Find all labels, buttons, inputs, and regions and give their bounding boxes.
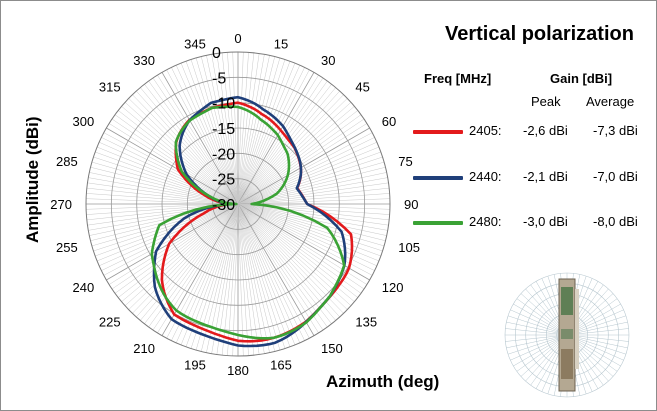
radial-tick-label: 0 <box>212 45 221 62</box>
angle-tick-label: 150 <box>321 341 343 356</box>
angle-tick-label: 345 <box>184 37 206 52</box>
angle-tick-label: 30 <box>321 53 335 68</box>
angle-tick-label: 300 <box>72 114 94 129</box>
legend-average-2480: -8,0 dBi <box>593 214 638 229</box>
grid-ring <box>186 152 290 256</box>
legend-average-2405: -7,3 dBi <box>593 123 638 138</box>
legend-average-header: Average <box>586 94 635 109</box>
thumb-ring <box>504 272 630 398</box>
legend-entry-2405: 2405: -2,6 dBi -7,3 dBi <box>413 121 648 141</box>
measurement-setup-photo <box>481 269 651 399</box>
angle-tick-label: 315 <box>99 80 121 95</box>
legend-entry-2480: 2480: -3,0 dBi -8,0 dBi <box>413 212 648 232</box>
angle-tick-label: 240 <box>72 280 94 295</box>
legend-line-2440 <box>413 176 463 180</box>
series-line-2440 <box>152 95 347 348</box>
polar-grid <box>85 51 391 357</box>
legend-freq-2440: 2440: <box>469 169 502 184</box>
radial-tick-label: -10 <box>212 96 235 113</box>
legend-average-2440: -7,0 dBi <box>593 169 638 184</box>
legend-line-2405 <box>413 130 463 134</box>
legend-freq-2480: 2480: <box>469 214 502 229</box>
legend-peak-2405: -2,6 dBi <box>523 123 568 138</box>
angle-tick-label: 15 <box>274 37 288 52</box>
x-axis-label: Azimuth (deg) <box>326 372 440 391</box>
angle-tick-label: 165 <box>270 357 292 372</box>
radial-tick-labels: 0 -5 -10 -15 -20 -25 -30 <box>212 45 235 214</box>
angle-labels: 0 15 30 45 60 75 90 105 120 135 150 165 180 195 210 225… <box>50 31 420 378</box>
legend-line-2480 <box>413 221 463 225</box>
grid-ring <box>161 127 315 281</box>
chart-title: Vertical polarization <box>445 23 634 45</box>
angle-tick-label: 60 <box>382 114 396 129</box>
radial-tick-label: -15 <box>212 121 235 138</box>
angle-tick-label: 210 <box>133 341 155 356</box>
grid-ring <box>110 76 366 332</box>
y-axis-label: Amplitude (dBi) <box>23 116 42 243</box>
legend-entry-2440: 2440: -2,1 dBi -7,0 dBi <box>413 167 648 187</box>
data-series-group <box>150 95 354 348</box>
angle-tick-label: 225 <box>99 314 121 329</box>
radial-tick-label: -20 <box>212 146 235 163</box>
angle-tick-label: 270 <box>50 197 72 212</box>
legend-freq-2405: 2405: <box>469 123 502 138</box>
angle-tick-label: 255 <box>56 240 78 255</box>
angle-tick-label: 285 <box>56 154 78 169</box>
radial-tick-label: -25 <box>212 172 235 189</box>
angle-tick-label: 195 <box>184 357 206 372</box>
angle-tick-label: 0 <box>234 31 241 46</box>
series-line-2480 <box>150 105 346 340</box>
radial-tick-label: -5 <box>212 70 226 87</box>
legend-gain-header: Gain [dBi] <box>550 71 613 86</box>
angle-tick-label: 120 <box>382 280 404 295</box>
legend-peak-2440: -2,1 dBi <box>523 169 568 184</box>
angle-tick-label: 135 <box>355 314 377 329</box>
angle-tick-label: 180 <box>227 363 249 378</box>
angle-tick-label: 330 <box>133 53 155 68</box>
legend-peak-2480: -3,0 dBi <box>523 214 568 229</box>
angle-tick-label: 105 <box>398 240 420 255</box>
radial-tick-label: -30 <box>212 197 235 214</box>
grid-ring <box>85 51 391 357</box>
legend-freq-header: Freq [MHz] <box>424 71 492 86</box>
legend-peak-header: Peak <box>531 94 561 109</box>
angle-tick-label: 75 <box>398 154 412 169</box>
angle-tick-label: 90 <box>404 197 418 212</box>
angle-tick-label: 45 <box>355 80 369 95</box>
